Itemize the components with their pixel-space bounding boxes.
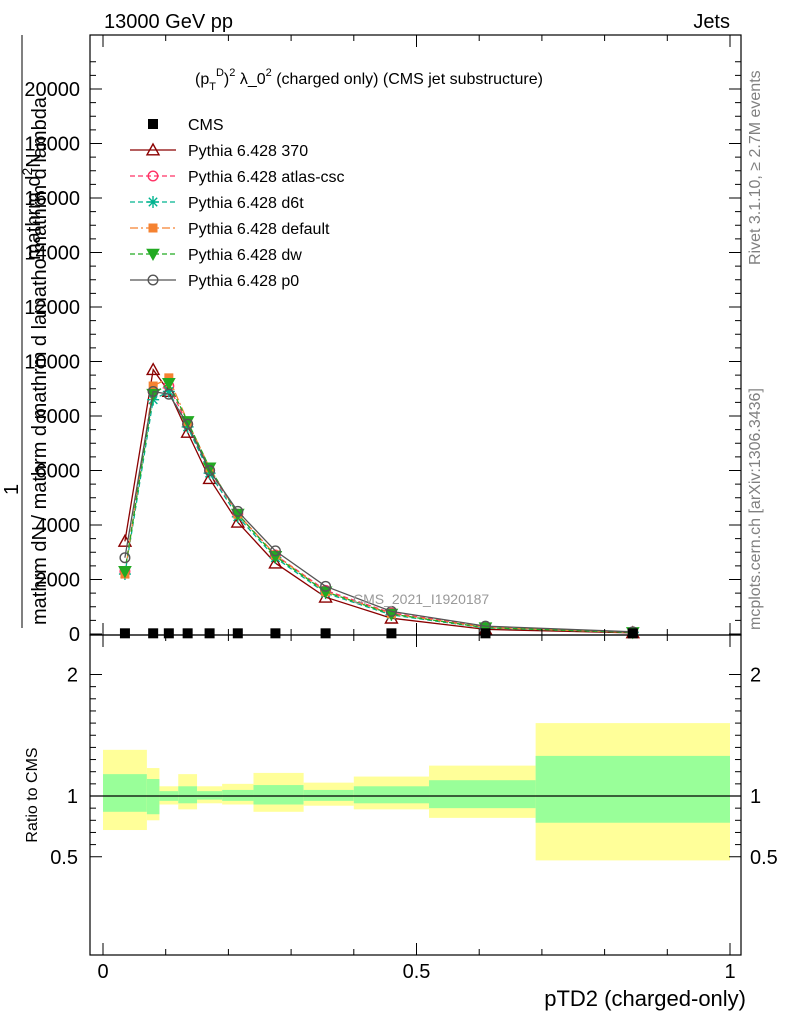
ratio-inner-band [353,786,430,804]
y-tick-label: 4000 [36,515,81,537]
ratio-y-tick-label: 2 [67,665,78,687]
series-point [182,418,194,430]
y-tick-label: 6000 [36,461,81,483]
y-tick-label: 18000 [24,134,80,156]
rivet-version-label: Rivet 3.1.10, ≥ 2.7M events [747,70,764,265]
x-tick-label: 0 [97,961,108,983]
series-point [145,362,161,376]
legend-marker [145,142,161,156]
legend-label-cms: CMS [188,117,224,134]
cms-data-point [119,628,130,639]
series-point [230,514,245,528]
series-point [385,605,397,617]
main-plot-panel: 0 2000 4000 6000 8000 10000 12000 14000 16000 180… [24,34,742,646]
x-tick-label: 1 [724,961,735,983]
ratio-y-tick-label-right: 1 [750,786,761,808]
main-y-axis-label: mathrm d2N 1 mathrm dN / mathrm d mathrm… [1,35,51,628]
series-point [320,580,332,592]
legend-label: Pythia 6.428 d6t [188,195,304,212]
series-point [164,373,174,383]
ratio-inner-band [103,774,147,812]
mcplots-label: mcplots.cern.ch [arXiv:1306.3436] [747,388,764,630]
ratio-y-tick-label: 1 [67,786,78,808]
cms-data-point [320,628,331,639]
ratio-bands-group [103,723,730,861]
legend-marker [148,223,158,233]
ratio-y-tick-label: 0.5 [50,847,78,869]
x-tick-label: 0.5 [403,961,431,983]
series-point [163,388,175,400]
ratio-y-tick-label-right: 2 [750,665,761,687]
y-tick-label: 0 [69,624,80,646]
ratio-inner-band [222,789,254,801]
ratio-inner-band [253,785,304,805]
series-point [147,385,159,397]
ratio-inner-band [178,786,198,804]
legend-marker [147,196,159,208]
cms-data-point [386,628,397,639]
cms-data-point [163,628,174,639]
x-axis-ticks: 0 0.5 1 [97,35,736,983]
legend-label: Pythia 6.428 p0 [188,273,299,290]
cms-data-point [148,628,159,639]
series-point [161,378,176,391]
cms-data-point [480,628,491,639]
ratio-inner-band [146,778,160,815]
legend-label: Pythia 6.428 370 [188,143,308,160]
cms-data-point [627,628,638,639]
main-y-ticks: 0 2000 4000 6000 8000 10000 12000 14000 16000 180… [24,61,741,646]
legend-label: Pythia 6.428 default [188,221,330,238]
x-axis-label: pTD2 (charged-only) [544,986,746,1011]
ratio-y-ticks: 0.5 0.5 1 1 2 2 [50,665,778,869]
series-line [124,377,633,634]
series-point [162,385,175,398]
legend-marker [146,248,160,262]
legend-label: Pythia 6.428 atlas-csc [188,169,345,186]
process-label: Jets [693,11,730,33]
series-point [119,552,131,564]
ratio-y-tick-label-right: 0.5 [750,847,778,869]
energy-label: 13000 GeV pp [104,11,233,33]
series-point [232,505,244,517]
series-point [268,555,283,569]
y-tick-label: 20000 [24,79,80,101]
y-tick-label: 10000 [24,352,80,374]
legend-marker [147,274,159,286]
series-point [118,566,132,579]
y-label-one: 1 [1,484,23,495]
legend: CMS Pythia 6.428 370 Pythia 6.428 atlas-cs… [130,117,345,290]
ratio-plot-frame [89,634,742,956]
ratio-plot-panel: 0.5 0.51 12 2 0 0.5 1 Ratio to CMS pTD2 (char… [24,35,778,1011]
legend-marker [147,170,159,182]
ratio-inner-band [535,755,730,823]
series-point [204,465,216,477]
analysis-watermark: CMS_2021_I1920187 [353,591,489,607]
ratio-inner-band [429,780,536,809]
y-label-body: mathrm dN / mathrm d mathrm d lamatho ma… [29,96,51,625]
y-tick-label: 2000 [36,570,81,592]
cms-points-group [119,628,638,639]
cms-data-point [204,628,215,639]
y-tick-label: 12000 [24,297,80,319]
plot-title: (pTD)2 λ_02 (charged only) (CMS jet subs… [195,67,543,93]
cms-data-point [232,628,243,639]
cms-data-point [270,628,281,639]
ratio-inner-band [303,789,354,801]
ratio-y-label: Ratio to CMS [24,747,41,842]
y-tick-label: 8000 [36,406,81,428]
main-series-group [117,362,641,640]
cms-data-point [182,628,193,639]
legend-marker-cms [148,119,158,129]
y-tick-label: 14000 [24,243,80,265]
series-point [269,545,281,557]
y-tick-label: 16000 [24,188,80,210]
ratio-inner-band [197,791,223,800]
legend-label: Pythia 6.428 dw [188,247,302,264]
